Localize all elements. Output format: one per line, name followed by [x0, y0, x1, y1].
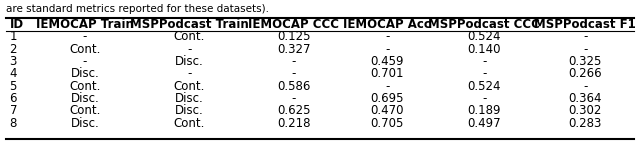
Text: Cont.: Cont. [69, 80, 100, 93]
Text: -: - [482, 55, 486, 68]
Text: 6: 6 [10, 92, 17, 105]
Text: Disc.: Disc. [175, 92, 204, 105]
Text: 8: 8 [10, 117, 17, 130]
Text: 0.524: 0.524 [467, 30, 501, 43]
Text: IEMOCAP Train: IEMOCAP Train [36, 18, 134, 31]
Text: Disc.: Disc. [175, 55, 204, 68]
Text: 0.497: 0.497 [467, 117, 501, 130]
Text: 0.327: 0.327 [277, 43, 310, 56]
Text: -: - [385, 80, 389, 93]
Text: Cont.: Cont. [69, 104, 100, 117]
Text: MSPPodcast CCC: MSPPodcast CCC [428, 18, 540, 31]
Text: -: - [83, 55, 87, 68]
Text: -: - [187, 67, 191, 80]
Text: -: - [292, 67, 296, 80]
Text: 0.302: 0.302 [568, 104, 602, 117]
Text: 0.705: 0.705 [371, 117, 404, 130]
Text: 0.459: 0.459 [371, 55, 404, 68]
Text: -: - [385, 43, 389, 56]
Text: 0.586: 0.586 [277, 80, 310, 93]
Text: 0.140: 0.140 [467, 43, 501, 56]
Text: 2: 2 [10, 43, 17, 56]
Text: 0.695: 0.695 [371, 92, 404, 105]
Text: -: - [583, 30, 588, 43]
Text: -: - [83, 30, 87, 43]
Text: 0.189: 0.189 [467, 104, 501, 117]
Text: -: - [583, 43, 588, 56]
Text: Disc.: Disc. [70, 67, 99, 80]
Text: 0.266: 0.266 [568, 67, 602, 80]
Text: 7: 7 [10, 104, 17, 117]
Text: -: - [583, 80, 588, 93]
Text: -: - [385, 30, 389, 43]
Text: Cont.: Cont. [173, 30, 205, 43]
Text: Disc.: Disc. [70, 92, 99, 105]
Text: 0.625: 0.625 [277, 104, 310, 117]
Text: Cont.: Cont. [173, 117, 205, 130]
Text: 0.325: 0.325 [568, 55, 602, 68]
Text: 0.470: 0.470 [371, 104, 404, 117]
Text: Disc.: Disc. [70, 117, 99, 130]
Text: -: - [292, 55, 296, 68]
Text: 0.701: 0.701 [371, 67, 404, 80]
Text: -: - [482, 67, 486, 80]
Text: 5: 5 [10, 80, 17, 93]
Text: Cont.: Cont. [69, 43, 100, 56]
Text: 0.125: 0.125 [277, 30, 310, 43]
Text: 3: 3 [10, 55, 17, 68]
Text: 0.524: 0.524 [467, 80, 501, 93]
Text: 0.283: 0.283 [568, 117, 602, 130]
Text: 0.364: 0.364 [568, 92, 602, 105]
Text: 0.218: 0.218 [277, 117, 310, 130]
Text: ID: ID [10, 18, 24, 31]
Text: -: - [292, 92, 296, 105]
Text: -: - [187, 43, 191, 56]
Text: IEMOCAP CCC: IEMOCAP CCC [248, 18, 339, 31]
Text: MSPPodcast Train: MSPPodcast Train [130, 18, 249, 31]
Text: Disc.: Disc. [175, 104, 204, 117]
Text: 4: 4 [10, 67, 17, 80]
Text: Cont.: Cont. [173, 80, 205, 93]
Text: MSPPodcast F1: MSPPodcast F1 [534, 18, 636, 31]
Text: -: - [482, 92, 486, 105]
Text: 1: 1 [10, 30, 17, 43]
Text: IEMOCAP Acc: IEMOCAP Acc [343, 18, 431, 31]
Text: are standard metrics reported for these datasets).: are standard metrics reported for these … [6, 4, 269, 14]
